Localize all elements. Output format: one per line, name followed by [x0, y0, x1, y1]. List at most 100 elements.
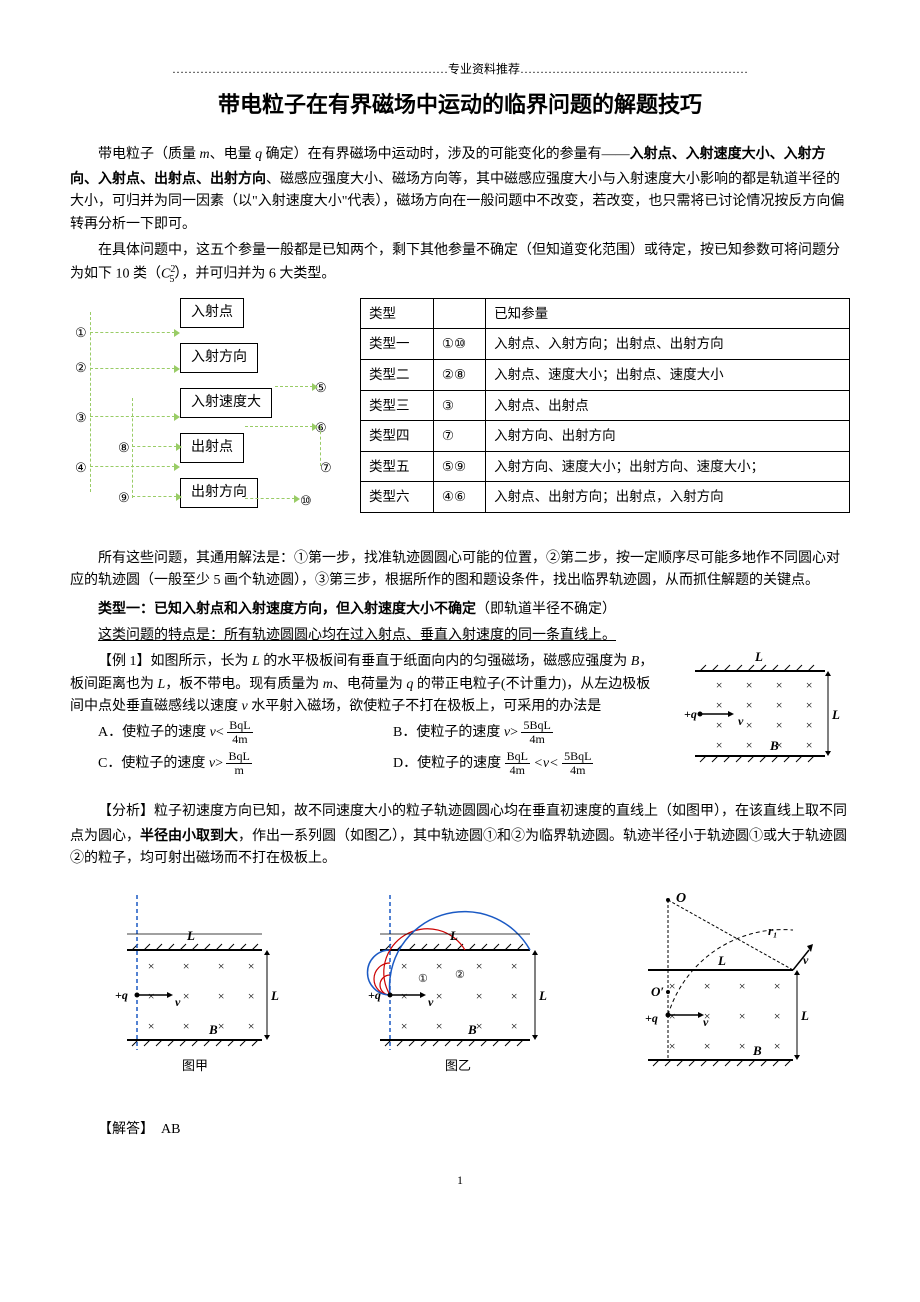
conn	[320, 426, 321, 466]
svg-text:L: L	[186, 928, 195, 943]
param-box-2: 入射方向	[180, 343, 258, 373]
answer-line: 【解答】 AB	[70, 1119, 850, 1141]
svg-text:②: ②	[455, 969, 465, 981]
num: 5BqL	[562, 750, 593, 764]
page-title: 带电粒子在有界磁场中运动的临界问题的解题技巧	[70, 87, 850, 122]
op: <	[216, 724, 224, 739]
svg-text:×: ×	[773, 1009, 781, 1023]
conn	[245, 426, 313, 427]
cell: ④⑥	[433, 482, 485, 513]
text: C．使粒子的速度	[98, 756, 209, 771]
num-4: ④	[75, 458, 87, 479]
figure-jia: ×××× ×××× ×××× +q v B L L 图甲	[97, 890, 297, 1088]
cell: 入射点、出射方向；出射点，入射方向	[486, 482, 850, 513]
var-L: L	[252, 654, 260, 669]
text: D．使粒子的速度	[393, 756, 505, 771]
num-1: ①	[75, 323, 87, 344]
num: BqL	[505, 750, 530, 764]
param-box-4: 出射点	[180, 433, 244, 463]
svg-text:×: ×	[773, 979, 781, 993]
svg-text:×: ×	[805, 698, 813, 712]
frac: BqL4m	[505, 750, 530, 777]
svg-text:r₁: r₁	[768, 923, 778, 938]
svg-text:L: L	[538, 988, 547, 1003]
svg-text:×: ×	[147, 989, 155, 1003]
svg-text:×: ×	[738, 1039, 746, 1053]
svg-text:O′: O′	[651, 984, 664, 999]
svg-text:×: ×	[475, 989, 483, 1003]
text: 、电量	[210, 147, 256, 162]
conn	[132, 446, 177, 447]
svg-text:×: ×	[400, 959, 408, 973]
frac: 5BqL4m	[562, 750, 593, 777]
svg-text:×: ×	[182, 989, 190, 1003]
text: 水平射入磁场，欲使粒子不打在极板上，可采用的办法是	[248, 699, 602, 714]
den: 4m	[562, 764, 593, 777]
answer-label: 【解答】	[98, 1122, 147, 1137]
cell: 类型三	[361, 390, 434, 421]
svg-text:L: L	[449, 928, 458, 943]
conn	[245, 498, 295, 499]
text: B．使粒子的速度	[393, 724, 504, 739]
option-B: B．使粒子的速度 v> 5BqL4m	[365, 719, 660, 746]
frac: BqL4m	[227, 719, 252, 746]
option-C: C．使粒子的速度 v> BqLm	[70, 750, 365, 777]
type-table: 类型 已知参量 类型一①⑩入射点、入射方向；出射点、出射方向 类型二②⑧入射点、…	[360, 298, 850, 513]
cell: ⑦	[433, 421, 485, 452]
den: 4m	[521, 733, 552, 746]
ex1-text: 【例 1】如图所示，长为 L 的水平极板间有垂直于纸面向内的匀强磁场，磁感应强度…	[70, 651, 660, 718]
svg-text:×: ×	[435, 989, 443, 1003]
text: 带电粒子（质量	[98, 147, 200, 162]
svg-text:×: ×	[247, 989, 255, 1003]
svg-text:×: ×	[400, 1019, 408, 1033]
svg-text:B: B	[467, 1022, 477, 1037]
cell: 入射点、入射方向；出射点、出射方向	[486, 329, 850, 360]
example-body: 【例 1】如图所示，长为 L 的水平极板间有垂直于纸面向内的匀强磁场，磁感应强度…	[70, 651, 660, 781]
analysis-label: 【分析】	[98, 804, 154, 819]
svg-text:v: v	[428, 995, 434, 1009]
frac: 5BqL4m	[521, 719, 552, 746]
figure-geometry: ×××× ×××× ×××× O O′ +q v B	[623, 890, 823, 1088]
cell: ⑤⑨	[433, 451, 485, 482]
svg-text:×: ×	[182, 959, 190, 973]
conn	[90, 332, 175, 333]
paragraph-1: 带电粒子（质量 m、电量 q 确定）在有界磁场中运动时，涉及的可能变化的参量有—…	[70, 142, 850, 236]
svg-text:+q: +q	[115, 988, 128, 1002]
svg-text:×: ×	[745, 738, 753, 752]
param-box-5: 出射方向	[180, 478, 258, 508]
answer: AB	[147, 1122, 180, 1137]
conn	[90, 368, 175, 369]
svg-text:×: ×	[147, 959, 155, 973]
paragraph-3: 所有这些问题，其通用解法是：①第一步，找准轨迹圆圆心可能的位置，②第二步，按一定…	[70, 548, 850, 593]
num-10: ⑩	[300, 491, 312, 512]
svg-text:×: ×	[715, 698, 723, 712]
cell: 类型一	[361, 329, 434, 360]
op: <v<	[533, 756, 558, 771]
frac: BqLm	[226, 750, 251, 777]
svg-text:×: ×	[775, 698, 783, 712]
analysis: 【分析】粒子初速度方向已知，故不同速度大小的粒子轨迹圆圆心均在垂直初速度的直线上…	[70, 801, 850, 870]
svg-text:图甲: 图甲	[182, 1058, 208, 1073]
svg-text:×: ×	[147, 1019, 155, 1033]
svg-text:v: v	[703, 1015, 709, 1029]
svg-text:×: ×	[738, 1009, 746, 1023]
option-D: D．使粒子的速度 BqL4m <v< 5BqL4m	[365, 750, 660, 777]
cell: 入射点、出射点	[486, 390, 850, 421]
th-known: 已知参量	[486, 298, 850, 329]
cell: 类型六	[361, 482, 434, 513]
svg-text:v: v	[175, 995, 181, 1009]
svg-text:×: ×	[715, 738, 723, 752]
bold: 半径由小取到大	[140, 827, 238, 843]
svg-text:×: ×	[475, 959, 483, 973]
conn	[90, 312, 91, 492]
svg-text:×: ×	[745, 678, 753, 692]
text: 、电荷量为	[333, 677, 407, 692]
conn	[132, 496, 177, 497]
diagram-table-row: 入射点 入射方向 入射速度大 出射点 出射方向 ① ② ③ ④ ⑧ ⑨ ⑤ ⑥ …	[70, 298, 850, 528]
cell: 入射方向、速度大小；出射方向、速度大小；	[486, 451, 850, 482]
svg-yi: ×××× ×××× ×××× ① ② +q v B L	[350, 890, 570, 1080]
svg-text:B: B	[769, 738, 779, 753]
num-2: ②	[75, 358, 87, 379]
var-m: m	[323, 677, 333, 692]
cell: 类型五	[361, 451, 434, 482]
